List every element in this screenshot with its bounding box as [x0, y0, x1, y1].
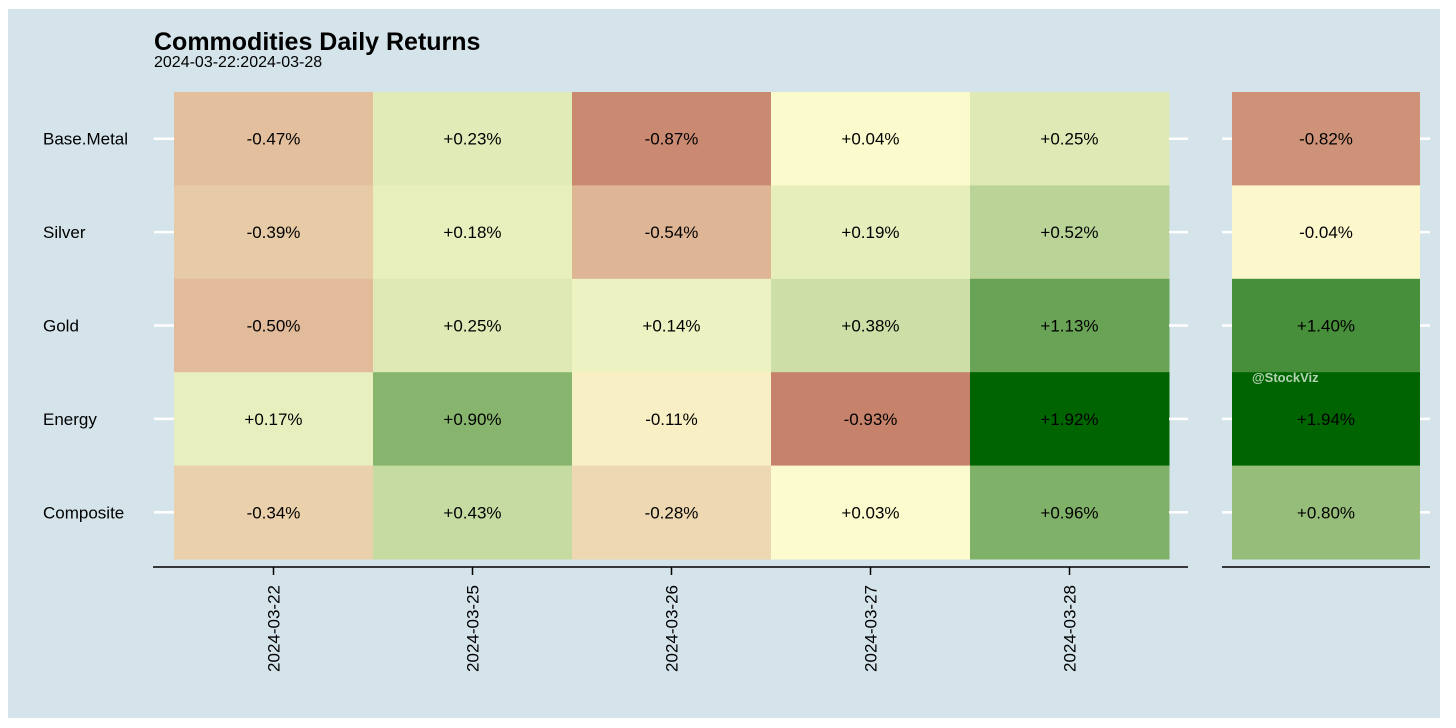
- cell-label: +0.17%: [244, 410, 302, 429]
- heatmap-cell: [771, 465, 971, 560]
- total-cell: [1232, 92, 1420, 186]
- cell-label: +0.04%: [841, 130, 899, 149]
- heatmap-cell: [373, 278, 573, 373]
- heatmap-cell: [373, 372, 573, 467]
- cell-label: +1.13%: [1040, 317, 1098, 336]
- heatmap-cell: [970, 92, 1170, 186]
- cell-label: -0.87%: [645, 130, 699, 149]
- chart-subtitle: 2024-03-22:2024-03-28: [154, 54, 323, 71]
- total-heatmap: -0.82% -0.04% +1.40% +1.94% +0.80%: [1232, 92, 1420, 560]
- cell-label: -0.39%: [247, 223, 301, 242]
- total-cell-label: +0.80%: [1297, 503, 1355, 522]
- chart-title: Commodities Daily Returns: [154, 28, 481, 56]
- heatmap-cell: [970, 278, 1170, 373]
- x-tick-label: 2024-03-28: [1061, 585, 1080, 672]
- cell-label: -0.28%: [645, 503, 699, 522]
- heatmap-cell: [572, 278, 772, 373]
- heatmap-cell: [771, 92, 971, 186]
- watermark: @StockViz: [1252, 370, 1319, 385]
- axis-ticks: [153, 137, 1430, 568]
- total-cell: [1232, 278, 1420, 373]
- heatmap-cell: [771, 372, 971, 467]
- row-labels: Base.Metal Silver Gold Energy Composite: [43, 130, 128, 523]
- heatmap-cell: [373, 465, 573, 560]
- cell-label: +0.23%: [443, 130, 501, 149]
- cell-label: +0.19%: [841, 223, 899, 242]
- cell-label: +0.18%: [443, 223, 501, 242]
- heatmap-cell: [970, 465, 1170, 560]
- total-cell-label: -0.82%: [1299, 130, 1353, 149]
- total-cell: [1232, 372, 1420, 467]
- cell-label: +0.90%: [443, 410, 501, 429]
- cell-label: -0.34%: [247, 503, 301, 522]
- cell-label: -0.93%: [844, 410, 898, 429]
- cell-label: +0.38%: [841, 317, 899, 336]
- x-tick-label: 2024-03-25: [464, 585, 483, 672]
- total-cell: [1232, 185, 1420, 280]
- cell-label: +0.43%: [443, 503, 501, 522]
- cell-label: +0.96%: [1040, 503, 1098, 522]
- daily-heatmap: -0.47% +0.23% -0.87% +0.04% +0.25% -0.39% +0.1…: [174, 92, 1170, 560]
- heatmap-cell: [373, 185, 573, 280]
- total-cell-label: -0.04%: [1299, 223, 1353, 242]
- row-label: Energy: [43, 410, 97, 429]
- column-labels: 2024-03-22 2024-03-25 2024-03-26 2024-03-27…: [265, 567, 1080, 672]
- heatmap-cell: [572, 465, 772, 560]
- row-label: Gold: [43, 317, 79, 336]
- heatmap-cell: [572, 92, 772, 186]
- cell-label: +0.52%: [1040, 223, 1098, 242]
- heatmap-cell: [572, 185, 772, 280]
- heatmap-cell: [174, 372, 374, 467]
- cell-label: +1.92%: [1040, 410, 1098, 429]
- cell-label: -0.54%: [645, 223, 699, 242]
- x-tick-label: 2024-03-27: [862, 585, 881, 672]
- cell-label: +0.03%: [841, 503, 899, 522]
- cell-label: -0.47%: [247, 130, 301, 149]
- cell-label: -0.50%: [247, 317, 301, 336]
- heatmap-cell: [970, 372, 1170, 467]
- x-tick-label: 2024-03-22: [265, 585, 284, 672]
- row-label: Silver: [43, 223, 86, 242]
- heatmap-cell: [174, 92, 374, 186]
- cell-label: +0.25%: [1040, 130, 1098, 149]
- cell-label: +0.14%: [642, 317, 700, 336]
- x-tick-label: 2024-03-26: [663, 585, 682, 672]
- heatmap-cell: [572, 372, 772, 467]
- heatmap-cell: [174, 278, 374, 373]
- heatmap-cell: [771, 278, 971, 373]
- heatmap-cell: [771, 185, 971, 280]
- row-label: Composite: [43, 503, 124, 522]
- total-cell-label: +1.40%: [1297, 317, 1355, 336]
- heatmap-cell: [373, 92, 573, 186]
- total-cell-label: +1.94%: [1297, 410, 1355, 429]
- heatmap-cell: [970, 185, 1170, 280]
- row-label: Base.Metal: [43, 130, 128, 149]
- heatmap-cell: [174, 185, 374, 280]
- heatmap-cell: [174, 465, 374, 560]
- total-cell: [1232, 465, 1420, 560]
- cell-label: -0.11%: [645, 410, 698, 429]
- cell-label: +0.25%: [443, 317, 501, 336]
